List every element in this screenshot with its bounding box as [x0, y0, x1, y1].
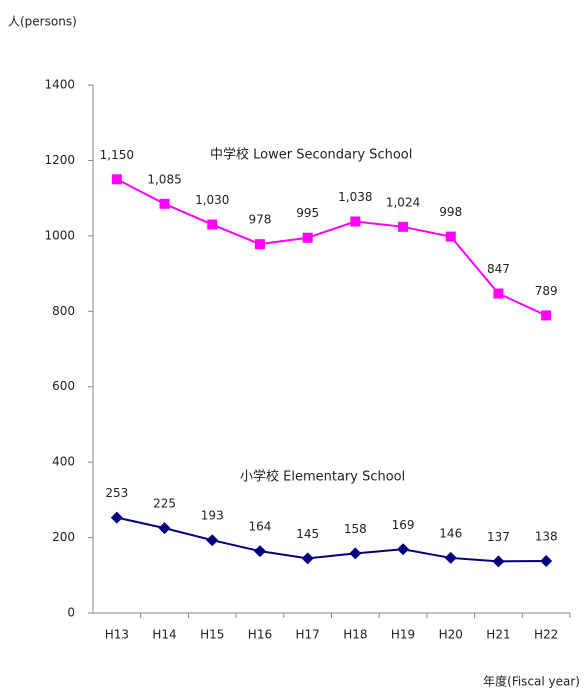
marker — [541, 310, 552, 321]
data-label: 995 — [296, 206, 319, 220]
marker — [254, 239, 265, 250]
data-label: 1,030 — [195, 193, 229, 207]
data-label: 145 — [296, 527, 319, 541]
marker — [206, 534, 219, 547]
data-label: 789 — [535, 284, 558, 298]
data-label: 1,038 — [338, 190, 372, 204]
series-line — [116, 178, 547, 317]
x-tick-label: H13 — [105, 628, 129, 642]
data-label: 225 — [153, 497, 176, 511]
y-tick-label: 800 — [52, 304, 75, 318]
x-axis-label: 年度(Fiscal year) — [483, 674, 580, 689]
marker — [111, 174, 122, 185]
data-label: 138 — [535, 529, 558, 543]
marker — [493, 288, 504, 299]
marker — [444, 551, 457, 564]
x-tick-label: H18 — [343, 628, 367, 642]
marker — [301, 552, 314, 565]
marker — [253, 545, 266, 558]
data-label: 137 — [487, 530, 510, 544]
marker — [445, 231, 456, 242]
marker — [159, 198, 170, 209]
marker — [207, 219, 218, 230]
marker — [398, 221, 409, 232]
data-label: 847 — [487, 262, 510, 276]
y-tick-label: 1400 — [44, 78, 75, 92]
y-tick-label: 200 — [52, 530, 75, 544]
marker — [349, 547, 362, 560]
x-tick-label: H19 — [391, 628, 415, 642]
x-tick-label: H15 — [200, 628, 224, 642]
series-name: 小学校 Elementary School — [240, 469, 405, 485]
y-axis-label: 人(persons) — [8, 15, 77, 29]
data-label: 164 — [248, 520, 271, 534]
y-tick-label: 400 — [52, 455, 75, 469]
marker — [302, 232, 313, 243]
data-label: 146 — [439, 526, 462, 540]
data-label: 158 — [344, 522, 367, 536]
x-tick-label: H14 — [152, 628, 176, 642]
data-label: 978 — [248, 213, 271, 227]
data-label: 253 — [105, 486, 128, 500]
data-label: 1,150 — [100, 148, 134, 162]
x-tick-label: H20 — [439, 628, 463, 642]
series-name: 中学校 Lower Secondary School — [210, 147, 412, 163]
y-tick-label: 0 — [67, 606, 75, 620]
y-tick-label: 600 — [52, 379, 75, 393]
data-label: 193 — [201, 509, 224, 523]
x-tick-label: H21 — [486, 628, 510, 642]
y-tick-label: 1000 — [44, 228, 75, 242]
marker — [397, 543, 410, 556]
x-tick-label: H22 — [534, 628, 558, 642]
data-label: 1,024 — [386, 195, 420, 209]
x-tick-label: H17 — [296, 628, 320, 642]
marker — [158, 522, 171, 535]
x-tick-label: H16 — [248, 628, 272, 642]
y-tick-label: 1200 — [44, 153, 75, 167]
marker — [350, 216, 361, 227]
data-label: 169 — [392, 518, 415, 532]
data-label: 998 — [439, 205, 462, 219]
series-line — [116, 516, 547, 563]
marker — [110, 511, 123, 524]
marker — [540, 554, 553, 567]
marker — [492, 555, 505, 568]
data-label: 1,085 — [147, 172, 181, 186]
